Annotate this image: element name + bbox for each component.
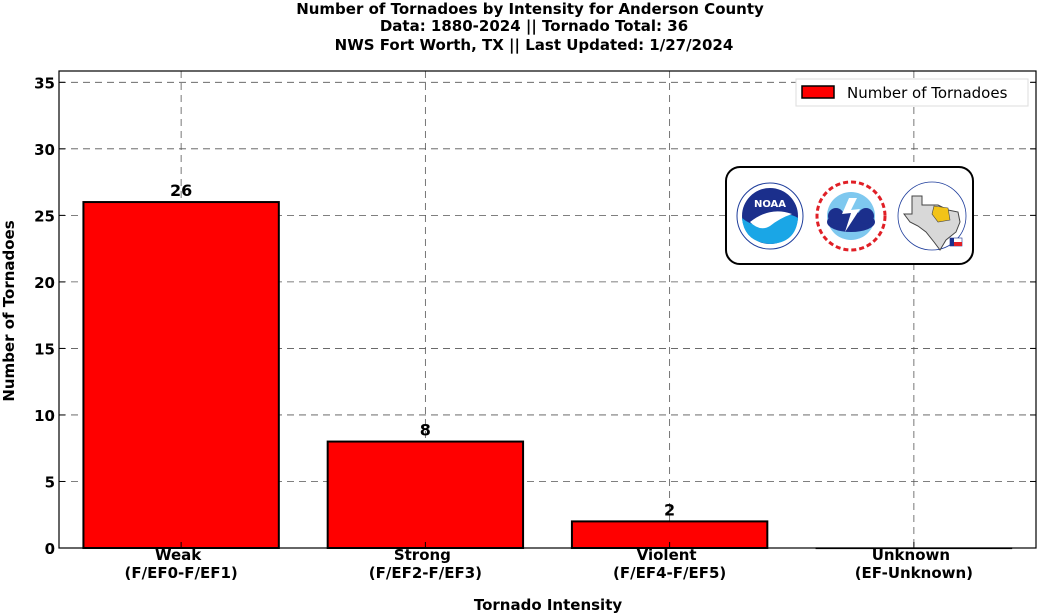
x-tick-label-line2: (F/EF4-F/EF5): [613, 564, 726, 582]
x-tick-label-line2: (EF-Unknown): [855, 564, 973, 582]
nws-logo-icon: [815, 180, 887, 252]
y-tick-label: 0: [45, 540, 55, 558]
y-axis-ticks: 0 5 10 15 20 25 30 35: [34, 74, 1036, 558]
chart-title-line-3: NWS Fort Worth, TX || Last Updated: 1/27…: [335, 36, 734, 55]
bar-1: [326, 440, 525, 549]
legend: Number of Tornadoes: [795, 78, 1029, 107]
chart-title-line-2: Data: 1880-2024 || Tornado Total: 36: [380, 17, 688, 36]
x-tick-label-line1: Unknown: [872, 546, 950, 564]
legend-label: Number of Tornadoes: [847, 84, 1008, 102]
x-tick-label-line1: Weak: [155, 546, 202, 564]
y-tick-label: 20: [34, 274, 55, 292]
plot-frame: [58, 70, 1037, 549]
y-axis-label: Number of Tornadoes: [0, 220, 18, 401]
data-label-2: 2: [664, 500, 675, 519]
x-axis-ticks: Weak(F/EF0-F/EF1) Strong(F/EF2-F/EF3) Viol…: [125, 542, 973, 582]
chart-title-line-1: Number of Tornadoes by Intensity for And…: [296, 0, 764, 18]
y-tick-label: 25: [34, 207, 55, 225]
chart-title: Number of Tornadoes by Intensity for And…: [296, 0, 764, 55]
noaa-logo-icon: NOAA: [736, 182, 804, 250]
x-axis-label: Tornado Intensity: [474, 596, 623, 614]
data-label-1: 8: [420, 421, 431, 440]
noaa-logo-text: NOAA: [754, 199, 786, 210]
data-labels: 26 8 2: [170, 181, 675, 519]
y-tick-label: 10: [34, 407, 55, 425]
x-tick-label-line1: Violent: [637, 546, 697, 564]
y-tick-label: 5: [45, 473, 55, 491]
bars: [82, 201, 1013, 550]
legend-swatch: [801, 85, 835, 99]
y-tick-label: 35: [34, 74, 55, 92]
y-tick-label: 30: [34, 141, 55, 159]
x-tick-label-line2: (F/EF0-F/EF1): [125, 564, 238, 582]
y-tick-label: 15: [34, 340, 55, 358]
texas-map-logo-icon: [897, 181, 967, 251]
data-label-0: 26: [170, 181, 192, 200]
x-tick-label-line1: Strong: [394, 546, 451, 564]
bar-0: [82, 201, 280, 550]
x-tick-label-line2: (F/EF2-F/EF3): [369, 564, 482, 582]
agency-logos: NOAA: [725, 166, 974, 265]
